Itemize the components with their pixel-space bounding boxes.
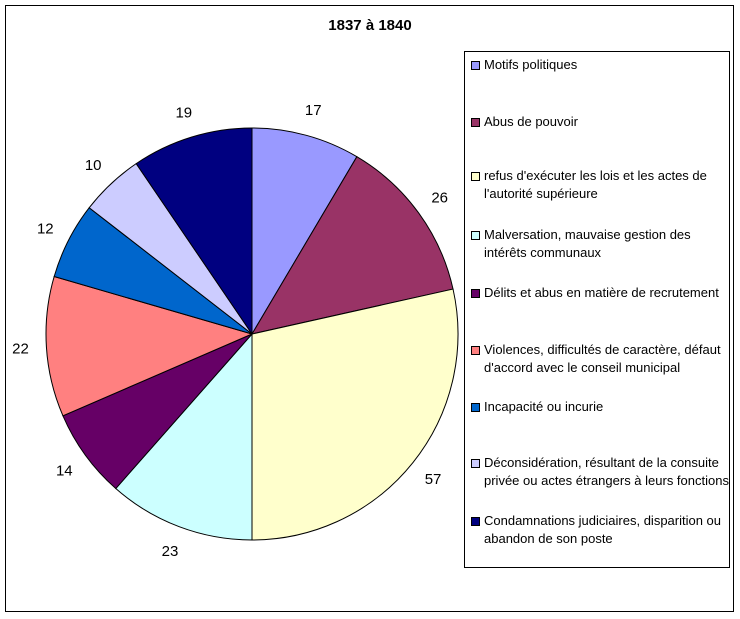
slice-value-label: 17 [305,102,322,119]
slice-value-label: 22 [12,341,29,358]
pie-slice-2 [250,156,454,335]
legend-item: refus d'exécuter les lois et les actes d… [471,167,729,203]
legend-label: Motifs politiques [484,57,578,72]
slice-value-label: 23 [162,543,179,560]
legend-item: Motifs politiques [471,56,729,74]
legend-swatch [471,517,480,526]
legend-swatch [471,172,480,181]
slice-value-label: 19 [175,104,192,121]
slice-value-label: 10 [85,157,102,174]
legend-swatch [471,403,480,412]
legend-label: Condamnations judiciaires, disparition o… [484,513,722,546]
pie-slice-9 [135,127,253,336]
legend-label: Délits et abus en matière de recrutement [484,285,719,300]
legend-item: Condamnations judiciaires, disparition o… [471,512,729,548]
legend-swatch [471,346,480,355]
chart-title: 1837 à 1840 [328,17,412,34]
legend-item: Malversation, mauvaise gestion des intér… [471,226,729,262]
legend-swatch [471,118,480,127]
slice-value-label: 14 [56,462,73,479]
legend-label: Déconsidération, résultant de la consuit… [484,455,729,488]
legend-item: Délits et abus en matière de recrutement [471,284,729,302]
legend-item: Déconsidération, résultant de la consuit… [471,454,729,490]
pie-slice-6 [45,275,254,417]
legend-item: Abus de pouvoir [471,113,729,131]
pie-slice-4 [115,332,253,541]
pie-slice-1 [251,127,358,336]
legend-item: Incapacité ou incurie [471,398,729,416]
legend-label: Abus de pouvoir [484,114,578,129]
legend: Motifs politiques Abus de pouvoir refus d'… [464,51,730,568]
pie-slice-3 [251,288,459,541]
legend-label: Violences, difficultés de caractère, déf… [484,342,721,375]
legend-swatch [471,61,480,70]
slice-value-label: 12 [37,221,54,238]
legend-swatch [471,289,480,298]
legend-item: Violences, difficultés de caractère, déf… [471,341,729,377]
legend-label: refus d'exécuter les lois et les actes d… [484,168,707,201]
legend-swatch [471,459,480,468]
slice-value-label: 26 [431,190,448,207]
legend-swatch [471,231,480,240]
legend-label: Malversation, mauvaise gestion des intér… [484,227,691,260]
legend-label: Incapacité ou incurie [484,399,604,414]
slice-value-label: 57 [425,471,442,488]
